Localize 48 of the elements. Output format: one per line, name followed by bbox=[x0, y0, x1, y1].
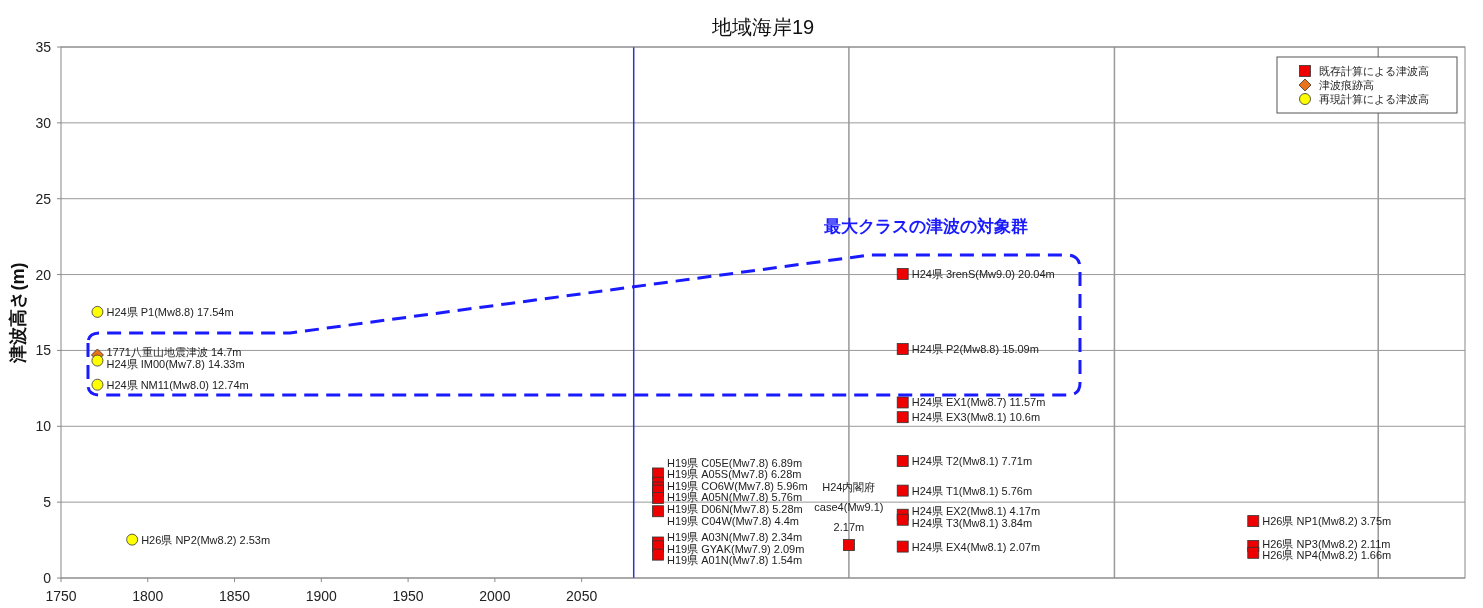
annotation: H26県 NP1(Mw8.2) 3.75m bbox=[1262, 515, 1392, 528]
annotation: H24県 IM00(Mw7.8) 14.33m bbox=[106, 357, 245, 370]
annotation: 最大クラスの津波の対象群 bbox=[823, 217, 1028, 236]
y-tick-label: 25 bbox=[35, 190, 52, 207]
annotation: 1771八重山地震津波 14.7m bbox=[106, 346, 242, 359]
annotation: H19県 CO6W(Mw7.8) 5.96m bbox=[667, 479, 808, 492]
annotation: H26県 NP4(Mw8.2) 1.66m bbox=[1262, 549, 1392, 562]
y-tick-label: 15 bbox=[35, 342, 52, 359]
chart-title: 地域海岸19 bbox=[710, 16, 815, 38]
annotation: H19県 C05E(Mw7.8) 6.89m bbox=[667, 456, 803, 469]
annotation: H24県 EX3(Mw8.1) 10.6m bbox=[911, 411, 1041, 424]
annotation: H24県 T3(Mw8.1) 3.84m bbox=[911, 516, 1033, 529]
y-tick-label: 35 bbox=[35, 39, 52, 55]
x-tick-label: 1800 bbox=[132, 588, 164, 604]
annotation: H24県 P1(Mw8.8) 17.54m bbox=[106, 305, 234, 318]
x-tick-label: 2000 bbox=[479, 588, 511, 604]
annotation: H24県 T1(Mw8.1) 5.76m bbox=[911, 484, 1033, 497]
annotation: H19県 A03N(Mw7.8) 2.34m bbox=[667, 531, 803, 544]
annotation: H24県 EX2(Mw8.1) 4.17m bbox=[911, 505, 1041, 518]
annotation: H19県 A05S(Mw7.8) 6.28m bbox=[667, 468, 802, 481]
annotation: H24県 T2(Mw8.1) 7.71m bbox=[911, 455, 1033, 468]
legend-label: 再現計算による津波高 bbox=[1319, 93, 1429, 105]
annotation: H26県 NP2(Mw8.2) 2.53m bbox=[141, 533, 271, 546]
annotation: H24県 NM11(Mw8.0) 12.74m bbox=[106, 378, 249, 391]
annotation: H24県 P2(Mw8.8) 15.09m bbox=[911, 343, 1039, 356]
x-tick-label: 1850 bbox=[218, 588, 251, 604]
y-tick-label: 30 bbox=[35, 114, 52, 131]
x-tick-label: 1750 bbox=[45, 588, 77, 604]
annotation: H19県 GYAK(Mw7.9) 2.09m bbox=[667, 542, 805, 555]
y-axis-title: 津波高さ(m) bbox=[8, 262, 28, 364]
legend-label: 津波痕跡高 bbox=[1319, 79, 1374, 91]
annotation: H19県 C04W(Mw7.8) 4.4m bbox=[667, 515, 800, 528]
annotation: H19県 A01N(Mw7.8) 1.54m bbox=[667, 554, 803, 567]
x-tick-label: 1950 bbox=[392, 588, 424, 604]
annotation: H24内閣府 case4(Mw9.1) 2.17m bbox=[814, 481, 884, 534]
x-tick-label: 1900 bbox=[305, 588, 338, 604]
annotation: H19県 D06N(Mw7.8) 5.28m bbox=[667, 502, 803, 515]
legend-label: 既存計算による津波高 bbox=[1319, 65, 1429, 77]
y-tick-label: 0 bbox=[43, 570, 52, 586]
annotation: H24県 3renS(Mw9.0) 20.04m bbox=[911, 267, 1055, 280]
y-tick-label: 10 bbox=[35, 418, 52, 435]
annotation: H24県 EX1(Mw8.7) 11.57m bbox=[911, 396, 1046, 409]
annotation: H19県 A05N(Mw7.8) 5.76m bbox=[667, 491, 803, 504]
annotation: H26県 NP3(Mw8.2) 2.11m bbox=[1262, 537, 1391, 550]
y-tick-label: 5 bbox=[43, 494, 52, 511]
x-tick-label: 2050 bbox=[566, 588, 598, 604]
annotation: H24県 EX4(Mw8.1) 2.07m bbox=[911, 540, 1041, 553]
y-tick-label: 20 bbox=[35, 266, 52, 283]
